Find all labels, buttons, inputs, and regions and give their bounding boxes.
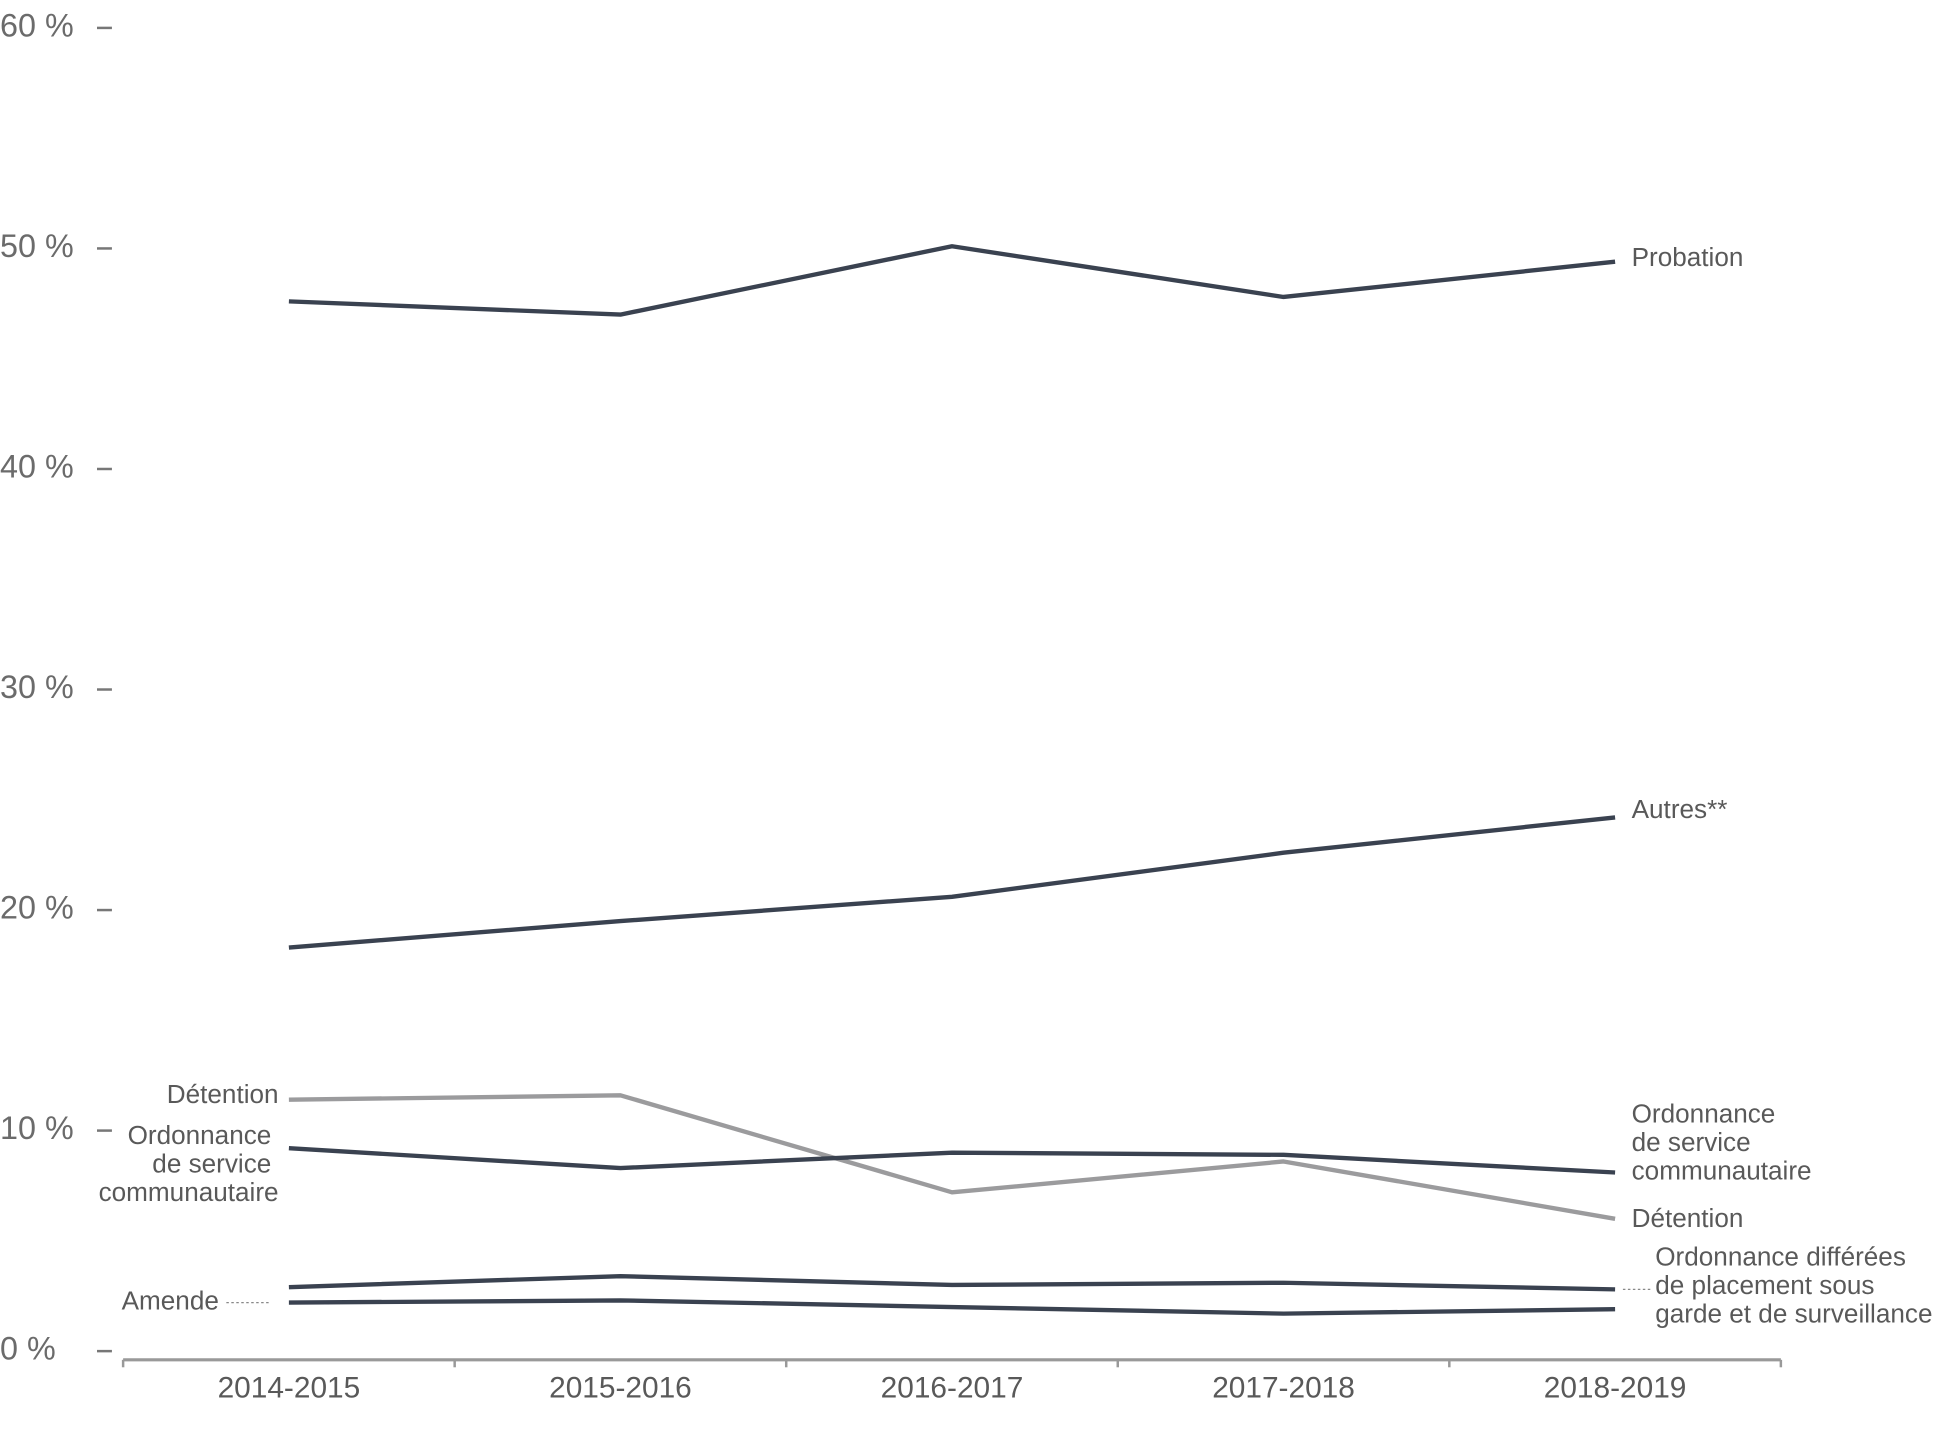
series-label: Autres** [1632, 794, 1728, 824]
series-line [288, 244, 1616, 317]
series-line [288, 1273, 1616, 1292]
y-tick-label: 60 % [0, 7, 74, 43]
y-tick-label: 30 % [0, 669, 74, 705]
series-label: Probation [1632, 242, 1744, 272]
series-line [288, 1146, 1616, 1175]
series-line [288, 1298, 1616, 1316]
series-label: Ordonnance de service communautaire [1632, 1098, 1812, 1185]
series-label: Détention [167, 1079, 279, 1109]
y-tick-label: 50 % [0, 228, 74, 264]
x-tick-label: 2015-2016 [549, 1372, 692, 1405]
x-tick-label: 2017-2018 [1212, 1372, 1355, 1405]
x-tick-label: 2014-2015 [218, 1372, 361, 1405]
series-label: Détention [1632, 1203, 1744, 1233]
y-tick-label: 0 % [0, 1331, 56, 1367]
series-line [288, 1093, 1616, 1221]
x-tick-label: 2016-2017 [881, 1372, 1024, 1405]
x-tick-label: 2018-2019 [1544, 1372, 1687, 1405]
y-tick-label: 40 % [0, 449, 74, 485]
y-tick-label: 20 % [0, 890, 74, 926]
series-label: Ordonnance différées de placement sous g… [1655, 1241, 1932, 1328]
series-label: Ordonnance de service communautaire [99, 1120, 279, 1207]
y-tick-label: 10 % [0, 1110, 74, 1146]
series-label: Amende [122, 1285, 219, 1315]
series-line [288, 815, 1616, 950]
